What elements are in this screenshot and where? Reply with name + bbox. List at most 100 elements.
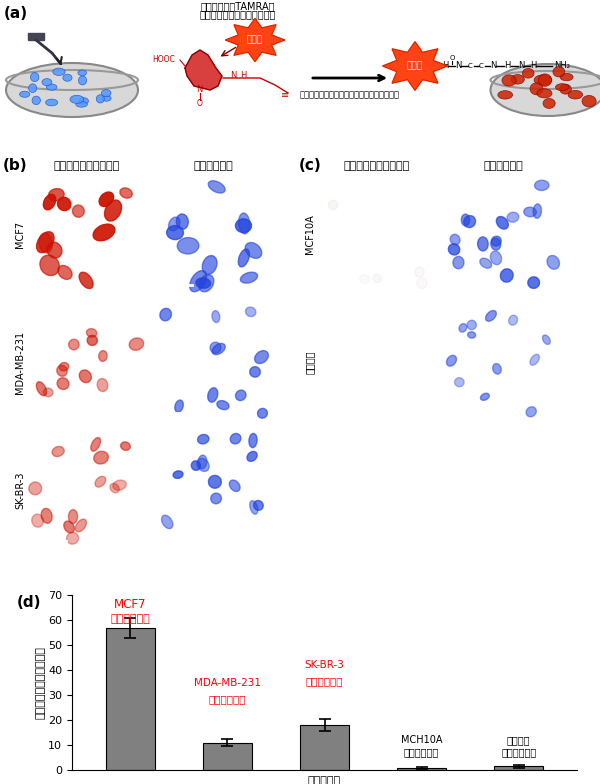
- Ellipse shape: [29, 84, 37, 93]
- Ellipse shape: [523, 68, 534, 78]
- Text: HOOC: HOOC: [152, 56, 175, 64]
- Ellipse shape: [230, 434, 241, 444]
- Text: MDA-MB-231: MDA-MB-231: [194, 677, 261, 688]
- Ellipse shape: [448, 244, 460, 255]
- Text: 50 μm: 50 μm: [326, 284, 349, 290]
- Ellipse shape: [121, 442, 130, 450]
- Text: O: O: [449, 55, 455, 61]
- Text: C: C: [479, 63, 484, 69]
- Ellipse shape: [59, 362, 69, 371]
- Ellipse shape: [190, 270, 206, 292]
- Ellipse shape: [31, 73, 39, 82]
- Bar: [28, 33, 44, 40]
- Ellipse shape: [491, 64, 600, 116]
- Text: (a): (a): [4, 6, 28, 21]
- Ellipse shape: [57, 365, 67, 376]
- Ellipse shape: [196, 278, 211, 289]
- X-axis label: 細胞の種類: 細胞の種類: [308, 775, 341, 784]
- Ellipse shape: [68, 339, 79, 350]
- Text: ≡: ≡: [281, 90, 289, 100]
- Ellipse shape: [210, 342, 221, 354]
- Ellipse shape: [247, 452, 257, 461]
- Ellipse shape: [528, 277, 539, 289]
- Text: 50 μm: 50 μm: [326, 412, 349, 418]
- Text: $\mathsf{N}$: $\mathsf{N}$: [230, 70, 238, 81]
- Ellipse shape: [68, 510, 77, 524]
- Ellipse shape: [64, 521, 74, 533]
- Ellipse shape: [467, 332, 476, 338]
- Ellipse shape: [176, 214, 188, 229]
- Text: MCF10A: MCF10A: [305, 214, 315, 254]
- Ellipse shape: [86, 328, 97, 337]
- Ellipse shape: [177, 238, 199, 254]
- Ellipse shape: [49, 189, 64, 201]
- Ellipse shape: [245, 242, 262, 259]
- Ellipse shape: [208, 475, 221, 488]
- Text: を持つプロパルギルエステル: を持つプロパルギルエステル: [200, 9, 276, 19]
- Bar: [397, 768, 446, 770]
- Ellipse shape: [507, 212, 519, 222]
- Text: 細胞内でのポリアミンに対するアミド化反応: 細胞内でのポリアミンに対するアミド化反応: [300, 90, 400, 99]
- Ellipse shape: [32, 514, 43, 528]
- Text: 50 μm: 50 μm: [162, 412, 185, 418]
- Ellipse shape: [254, 350, 268, 364]
- Ellipse shape: [212, 343, 225, 354]
- Ellipse shape: [52, 446, 64, 456]
- Y-axis label: 蠶光（赤色）の相対強度: 蠶光（赤色）の相対強度: [35, 646, 46, 719]
- Bar: [300, 725, 349, 770]
- Text: 50 μm: 50 μm: [452, 284, 475, 290]
- Ellipse shape: [173, 471, 183, 478]
- Ellipse shape: [498, 91, 512, 99]
- Text: MDA-MB-231: MDA-MB-231: [15, 330, 25, 394]
- Ellipse shape: [96, 95, 104, 103]
- Ellipse shape: [199, 274, 214, 292]
- Text: 50 μm: 50 μm: [452, 412, 475, 418]
- Text: 50 μm: 50 μm: [36, 284, 59, 290]
- Text: H: H: [504, 61, 511, 71]
- Ellipse shape: [6, 63, 138, 117]
- Text: (d): (d): [17, 595, 41, 610]
- Ellipse shape: [478, 237, 488, 251]
- Ellipse shape: [560, 74, 573, 81]
- Ellipse shape: [202, 256, 217, 274]
- Ellipse shape: [530, 354, 539, 365]
- Text: SK-BR-3: SK-BR-3: [15, 471, 25, 509]
- Ellipse shape: [58, 198, 71, 211]
- Text: ポリアミン染色（赤）: ポリアミン染色（赤）: [54, 161, 120, 171]
- Ellipse shape: [91, 437, 101, 452]
- Ellipse shape: [40, 255, 59, 275]
- Ellipse shape: [129, 338, 143, 350]
- Ellipse shape: [169, 217, 180, 230]
- Ellipse shape: [37, 382, 47, 396]
- Ellipse shape: [556, 84, 569, 91]
- Text: （正常細胞）: （正常細胞）: [404, 747, 439, 757]
- Polygon shape: [226, 18, 285, 62]
- Text: （がん細胞）: （がん細胞）: [306, 677, 343, 686]
- Ellipse shape: [93, 224, 115, 241]
- Bar: [106, 627, 155, 770]
- Text: C: C: [468, 63, 473, 69]
- Ellipse shape: [490, 251, 502, 265]
- Ellipse shape: [511, 74, 524, 84]
- Ellipse shape: [161, 515, 173, 528]
- Ellipse shape: [46, 99, 58, 106]
- Ellipse shape: [245, 307, 256, 317]
- Ellipse shape: [47, 242, 62, 258]
- Ellipse shape: [167, 226, 184, 240]
- Ellipse shape: [102, 96, 111, 101]
- Ellipse shape: [254, 500, 263, 510]
- Ellipse shape: [535, 180, 549, 191]
- Ellipse shape: [29, 482, 41, 495]
- Ellipse shape: [534, 74, 552, 85]
- Ellipse shape: [197, 434, 209, 444]
- Ellipse shape: [235, 219, 251, 233]
- Ellipse shape: [104, 200, 122, 221]
- Ellipse shape: [78, 70, 86, 76]
- Ellipse shape: [485, 310, 496, 321]
- Text: 蠶光基: 蠶光基: [407, 61, 423, 71]
- Bar: [203, 742, 251, 770]
- Text: MCF7: MCF7: [15, 220, 25, 248]
- Ellipse shape: [459, 324, 467, 332]
- Ellipse shape: [241, 272, 257, 283]
- Ellipse shape: [79, 98, 89, 104]
